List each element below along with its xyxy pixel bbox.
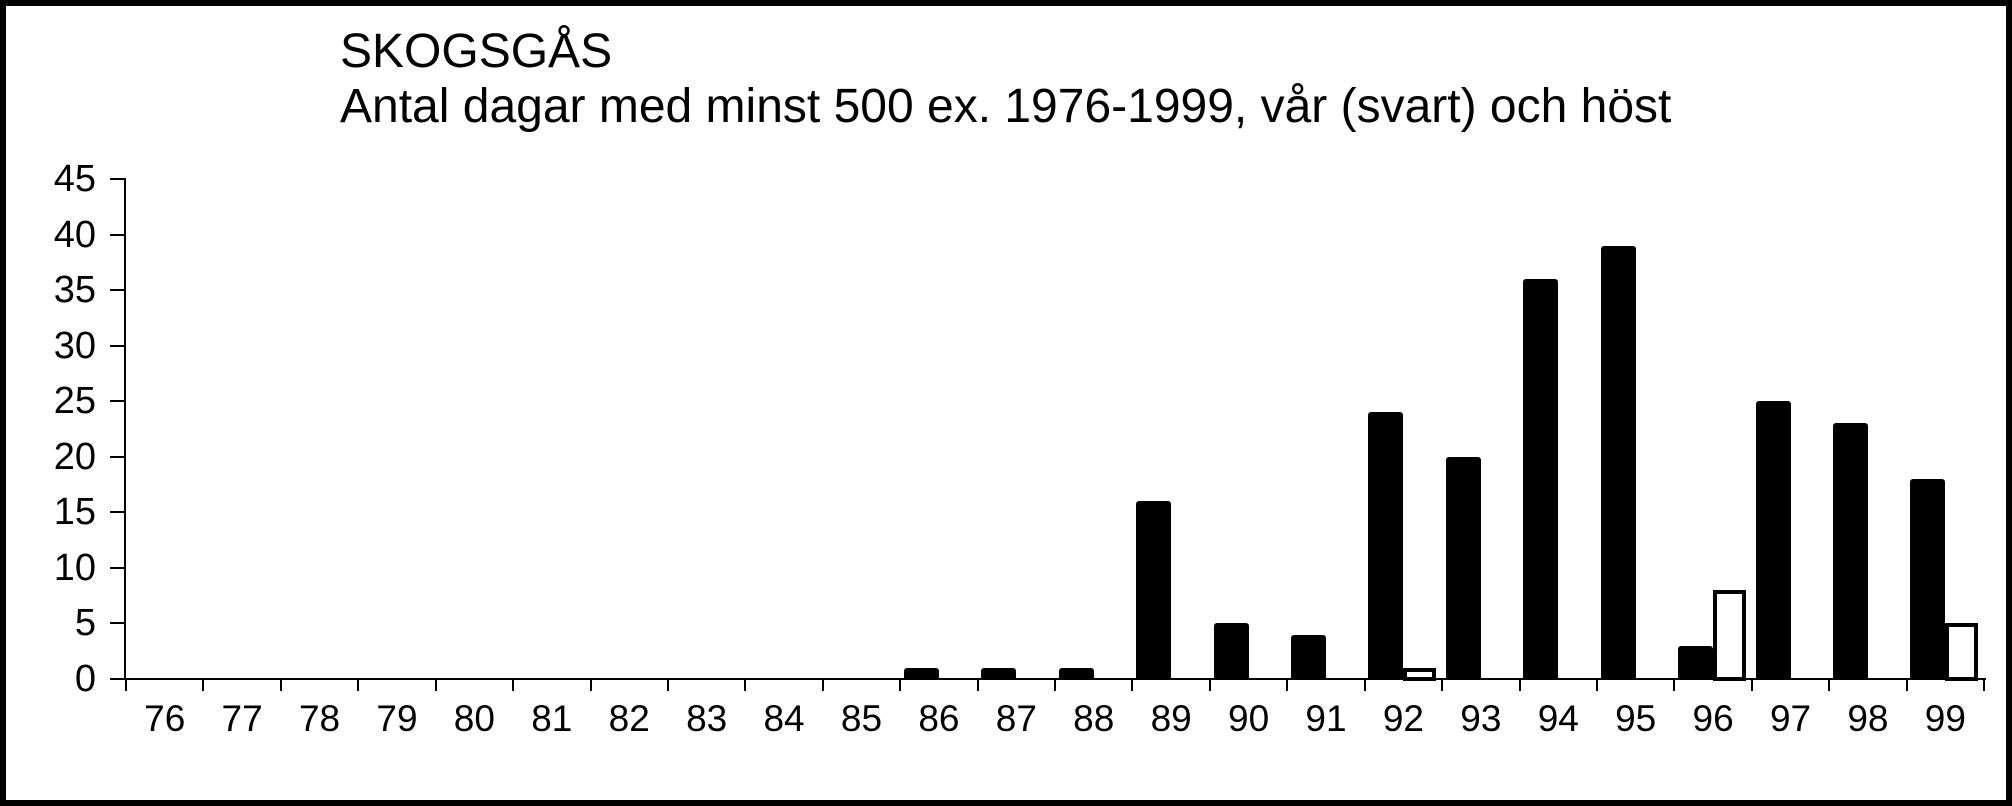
y-tick-label: 40 (53, 213, 96, 256)
x-tick (899, 679, 902, 691)
x-tick-label: 97 (1769, 698, 1812, 739)
bar-host-99 (1945, 623, 1979, 681)
x-tick (589, 679, 592, 691)
x-axis-line (120, 678, 1986, 680)
x-tick (1208, 679, 1211, 691)
x-tick (1363, 679, 1366, 691)
x-tick-label: 88 (1073, 698, 1115, 739)
x-tick-label: 86 (918, 698, 960, 739)
y-tick-label: 30 (53, 324, 96, 367)
x-tick (1828, 679, 1831, 691)
y-tick (110, 178, 124, 180)
x-tick-label: 95 (1615, 698, 1657, 739)
y-tick-label: 10 (53, 546, 96, 589)
bar-var-96 (1678, 646, 1714, 679)
y-tick-label: 5 (74, 602, 96, 645)
x-tick (202, 679, 205, 691)
x-tick (1673, 679, 1676, 691)
bar-var-88 (1058, 668, 1094, 679)
x-tick-label: 82 (608, 698, 650, 739)
x-tick-label: 79 (376, 698, 418, 739)
bar-var-93 (1445, 457, 1481, 679)
bar-var-92 (1368, 412, 1404, 679)
x-tick-label: 84 (763, 698, 805, 739)
chart-title: SKOGSGÅS (340, 25, 613, 78)
x-tick-label: 91 (1305, 698, 1347, 739)
x-tick (357, 679, 360, 691)
x-tick-label: 94 (1537, 698, 1579, 739)
x-tick-label: 81 (531, 698, 573, 739)
x-tick (821, 679, 824, 691)
chart-title-block: SKOGSGÅS Antal dagar med minst 500 ex. 1… (340, 24, 1671, 134)
bar-var-86 (903, 668, 939, 679)
x-tick (1054, 679, 1057, 691)
y-tick (110, 233, 124, 236)
x-tick-label: 92 (1382, 698, 1424, 739)
y-tick-label: 45 (53, 158, 96, 200)
bar-var-97 (1755, 401, 1791, 679)
y-tick-label: 20 (53, 435, 96, 478)
bar-var-91 (1291, 635, 1326, 679)
x-tick (1983, 679, 1986, 691)
y-tick (110, 678, 124, 680)
x-tick-label: 96 (1692, 698, 1734, 739)
bar-var-89 (1136, 501, 1172, 679)
x-tick-label: 90 (1228, 698, 1270, 739)
y-axis-line (124, 178, 126, 680)
bar-var-94 (1523, 279, 1559, 679)
x-tick-label: 99 (1924, 698, 1966, 739)
x-tick-label: 80 (453, 698, 495, 739)
x-tick (512, 679, 515, 691)
y-tick (110, 511, 124, 514)
x-tick-label: 87 (995, 698, 1037, 739)
y-tick-label: 0 (74, 658, 96, 700)
x-tick-label: 83 (686, 698, 728, 739)
x-tick (1595, 679, 1598, 691)
x-tick (1441, 679, 1444, 691)
x-tick-label: 89 (1150, 698, 1192, 739)
y-tick (110, 566, 124, 569)
y-tick (110, 344, 124, 347)
bar-var-87 (981, 668, 1017, 679)
x-tick (1131, 679, 1134, 691)
y-tick (110, 289, 124, 292)
x-tick-label: 76 (144, 698, 186, 739)
x-tick (1750, 679, 1753, 691)
x-tick (125, 679, 127, 691)
x-tick-label: 98 (1847, 698, 1889, 739)
x-tick-label: 85 (840, 698, 883, 739)
x-tick (434, 679, 437, 691)
bar-host-92 (1403, 668, 1437, 681)
bar-var-98 (1832, 423, 1868, 679)
y-tick (110, 455, 124, 458)
x-tick (1518, 679, 1521, 691)
y-tick-label: 25 (53, 380, 96, 423)
bar-host-96 (1713, 590, 1747, 681)
x-tick-label: 78 (298, 698, 341, 739)
y-tick (110, 622, 124, 625)
plot-area: 0 5 10 15 20 25 30 35 40 45 76 77 78 79 80 81 82 83 84 85 8… (6, 6, 2006, 800)
bar-var-90 (1213, 623, 1249, 679)
x-tick (976, 679, 979, 691)
x-tick-label: 77 (221, 698, 263, 739)
x-tick (1905, 679, 1908, 691)
x-tick (279, 679, 282, 691)
bar-var-95 (1600, 246, 1636, 679)
y-tick-label: 35 (53, 269, 96, 312)
chart-subtitle: Antal dagar med minst 500 ex. 1976-1999,… (340, 80, 1672, 133)
y-tick-label: 15 (53, 491, 96, 534)
x-tick (1286, 679, 1289, 691)
x-tick-label: 93 (1460, 698, 1502, 739)
x-tick (666, 679, 669, 691)
bar-var-99 (1910, 479, 1946, 679)
y-tick (110, 400, 124, 403)
x-tick (744, 679, 747, 691)
